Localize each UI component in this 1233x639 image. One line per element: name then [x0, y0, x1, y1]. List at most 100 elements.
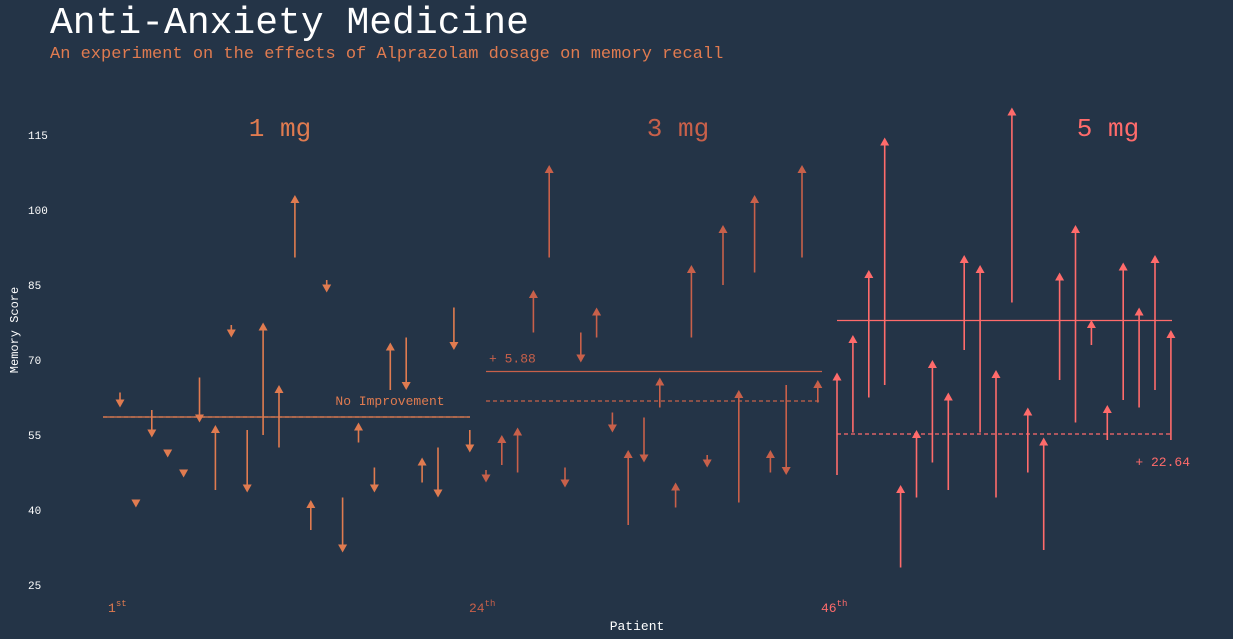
arrow-head: [226, 329, 236, 338]
arrow-head: [306, 500, 316, 508]
arrow-head: [927, 360, 937, 368]
arrow-head: [1086, 320, 1096, 328]
arrow-head: [1007, 107, 1017, 116]
y-tick-label: 115: [28, 131, 48, 143]
arrow-head: [131, 499, 141, 508]
group-label: 1 mg: [249, 114, 311, 144]
arrow-head: [797, 165, 807, 173]
arrow-head: [1023, 407, 1033, 416]
arrow-head: [274, 385, 284, 393]
arrow-head: [607, 424, 617, 433]
arrow-head: [959, 255, 969, 263]
x-tick-suffix: st: [116, 599, 127, 609]
arrow-head: [385, 342, 395, 351]
group-label: 3 mg: [647, 114, 709, 144]
arrow-head: [528, 290, 538, 298]
y-tick-label: 100: [28, 206, 48, 218]
arrow-head: [433, 489, 443, 498]
x-tick-number: 46: [821, 601, 837, 616]
arrow-head: [975, 265, 985, 273]
arrow-head: [1055, 272, 1065, 281]
group-annotation: No Improvement: [335, 394, 444, 409]
x-tick-number: 1: [108, 601, 116, 616]
arrow-head: [401, 382, 411, 390]
arrow-head: [1134, 307, 1144, 316]
arrow-head: [195, 414, 204, 423]
arrow-head: [813, 380, 823, 388]
arrow-head: [718, 225, 728, 233]
arrow-head: [210, 425, 220, 433]
x-tick-suffix: th: [485, 599, 496, 609]
arrow-head: [943, 392, 953, 401]
chart-title: Anti-Anxiety Medicine: [50, 2, 529, 45]
x-axis-label: Patient: [610, 619, 665, 634]
group-label: 5 mg: [1077, 114, 1139, 144]
group-annotation: + 5.88: [489, 352, 536, 367]
arrow-head: [513, 427, 523, 436]
x-axis-ticks: 1st 24th 46th: [108, 599, 847, 616]
y-axis-ticks: 25 40 55 70 85 100 115: [28, 131, 48, 593]
x-tick-suffix: th: [837, 599, 848, 609]
group-3-mg: 3 mg + 5.88: [481, 114, 823, 525]
arrow-head: [338, 544, 348, 553]
arrow-head: [912, 430, 921, 438]
arrow-head: [1039, 437, 1049, 446]
x-tick-number: 24: [469, 601, 485, 616]
arrow-head: [765, 450, 775, 458]
arrow-head: [671, 482, 681, 491]
arrow-head: [1071, 225, 1080, 233]
arrow-head: [576, 354, 586, 363]
arrow-head: [322, 284, 332, 293]
x-tick-label: 46th: [821, 599, 847, 616]
arrow-head: [369, 484, 379, 493]
y-axis-label: Memory Score: [8, 287, 22, 373]
x-tick-label: 1st: [108, 599, 127, 616]
group-5-mg: 5 mg + 22.64: [832, 107, 1190, 568]
arrow-head: [848, 335, 858, 343]
arrow-head: [896, 485, 906, 493]
arrow-head: [991, 370, 1001, 378]
arrow-head: [1150, 255, 1160, 263]
arrow-head: [179, 469, 189, 478]
arrow-head: [864, 270, 874, 278]
x-tick-label: 24th: [469, 599, 495, 616]
arrow-head: [1118, 262, 1128, 271]
y-tick-label: 70: [28, 356, 41, 368]
arrow-head: [544, 165, 554, 173]
arrow-head: [734, 390, 744, 398]
arrow-head: [163, 449, 173, 458]
group-annotation: + 22.64: [1135, 455, 1190, 470]
arrow-head: [147, 429, 157, 438]
arrow-head: [702, 459, 712, 468]
group-1-mg: 1 mg No Improvement: [103, 114, 475, 553]
y-tick-label: 40: [28, 506, 41, 518]
arrow-head: [623, 450, 633, 458]
arrow-head: [417, 457, 427, 466]
y-tick-label: 55: [28, 431, 41, 443]
y-tick-label: 25: [28, 581, 41, 593]
chart-subtitle: An experiment on the effects of Alprazol…: [50, 45, 724, 64]
arrow-head: [354, 422, 363, 431]
y-tick-label: 85: [28, 281, 41, 293]
arrow-head: [750, 195, 760, 203]
arrow-head: [465, 444, 475, 453]
arrow-head: [686, 265, 696, 273]
arrow-head: [449, 342, 459, 350]
arrow-head: [290, 195, 300, 203]
arrow-head: [781, 467, 791, 475]
arrow-head: [880, 137, 890, 146]
arrow-head: [115, 399, 125, 408]
arrow-head: [832, 372, 842, 381]
chart-groups: 1 mg No Improvement 3 mg + 5.88 5 mg + 22.64: [103, 107, 1190, 568]
arrow-head: [560, 479, 570, 488]
arrow-head: [497, 435, 507, 443]
arrow-head: [1166, 330, 1176, 338]
arrow-head: [639, 454, 649, 463]
arrow-head: [1102, 405, 1112, 413]
arrow-head: [242, 484, 252, 493]
arrow-head: [258, 322, 268, 331]
arrow-head: [592, 307, 602, 316]
arrow-head: [655, 377, 665, 386]
